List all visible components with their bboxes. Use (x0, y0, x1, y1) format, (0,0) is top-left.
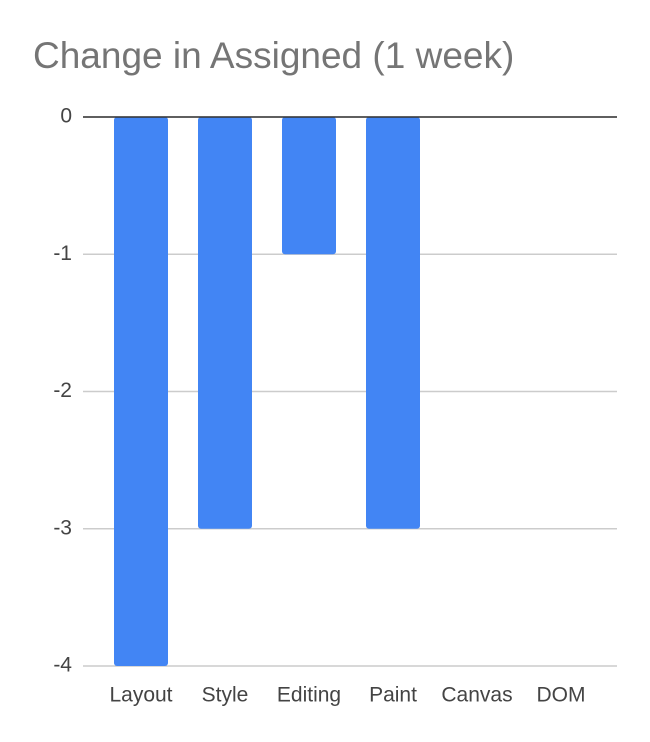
bar (366, 117, 420, 529)
y-tick-label: 0 (60, 105, 72, 128)
x-tick-label: DOM (537, 684, 586, 707)
x-tick-label: Editing (277, 684, 341, 707)
x-tick-label: Canvas (441, 684, 512, 707)
y-tick-label: -4 (53, 654, 72, 677)
y-tick-label: -2 (53, 379, 72, 402)
x-tick-label: Style (202, 684, 249, 707)
bar (114, 117, 168, 666)
x-tick-label: Paint (369, 684, 417, 707)
y-tick-label: -1 (53, 242, 72, 265)
y-tick-label: -3 (53, 516, 72, 539)
bar (198, 117, 252, 529)
x-tick-label: Layout (109, 684, 172, 707)
bar (282, 117, 336, 255)
chart-title: Change in Assigned (1 week) (33, 35, 514, 76)
